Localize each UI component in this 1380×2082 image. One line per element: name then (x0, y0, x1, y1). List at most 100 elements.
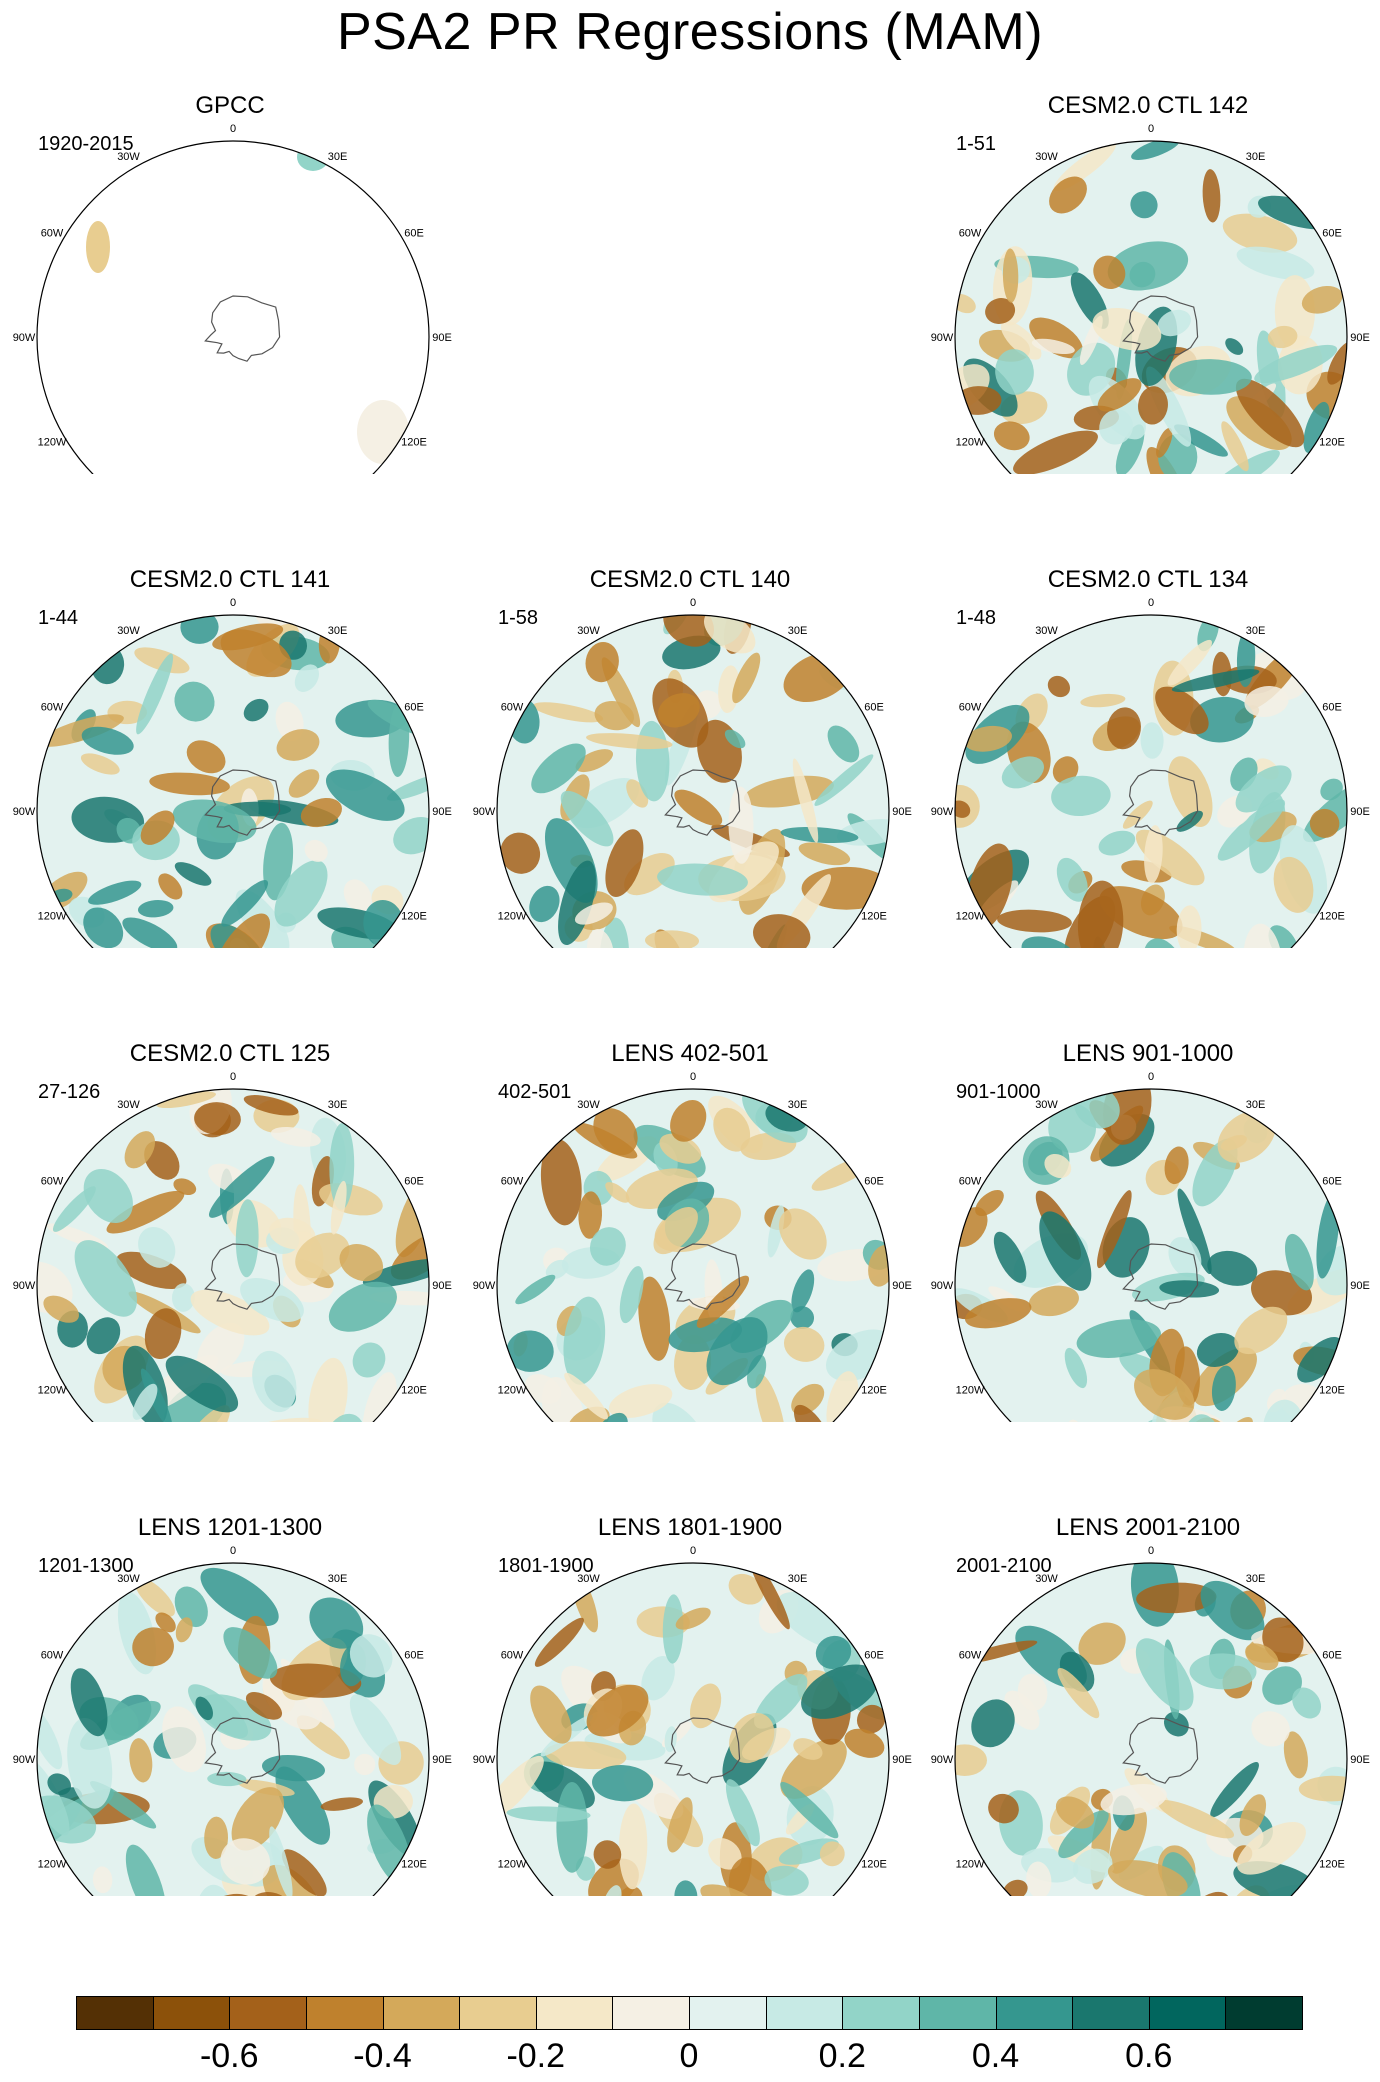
longitude-label: 30E (1246, 625, 1266, 637)
map-boundary (36, 140, 430, 474)
longitude-label: 120E (1319, 437, 1345, 449)
longitude-label: 60W (959, 228, 982, 240)
longitude-label: 120W (38, 437, 67, 449)
longitude-label: 60E (864, 1176, 884, 1188)
longitude-label: 60W (501, 702, 524, 714)
panel-title: LENS 901-1000 (1062, 1040, 1234, 1067)
colorbar-tick-label: 0.2 (818, 2037, 866, 2075)
longitude-label: 120W (498, 911, 527, 923)
polar-map: 030E60E90E120E150E180150W120W90W60W30W (473, 597, 912, 948)
longitude-label: 120E (1319, 1385, 1345, 1397)
antarctica-coastline (664, 1243, 741, 1310)
panel-grid: 030E60E90E120E150E180150W120W90W60W30WGP… (0, 0, 1378, 1896)
antarctica-coastline (1122, 1243, 1199, 1310)
field-layer (497, 1563, 889, 1896)
polar-map: 030E60E90E120E150E180150W120W90W60W30W (931, 1545, 1370, 1896)
colorbar-box (305, 1996, 384, 2030)
polar-map: 030E60E90E120E150E180150W120W90W60W30W (931, 597, 1370, 948)
colorbar-box (842, 1996, 920, 2030)
longitude-label: 90W (13, 332, 36, 344)
longitude-label: 0 (1148, 1545, 1154, 1557)
map-panel: 030E60E90E120E150E180150W120W90W60W30WLE… (460, 1422, 920, 1896)
longitude-label: 30E (1246, 1099, 1266, 1111)
longitude-label: 60W (41, 702, 64, 714)
map-panel: 030E60E90E120E150E180150W120W90W60W30WGP… (0, 0, 460, 474)
map-panel: 030E60E90E120E150E180150W120W90W60W30WLE… (0, 1422, 460, 1896)
longitude-label: 30W (1035, 1099, 1058, 1111)
longitude-label: 90E (1350, 1280, 1370, 1292)
longitude-label: 60E (404, 1650, 424, 1662)
field-layer (955, 615, 1347, 948)
longitude-label: 30E (328, 1573, 348, 1585)
antarctica-coastline (664, 1717, 741, 1784)
polar-map: 030E60E90E120E150E180150W120W90W60W30W (473, 1071, 912, 1422)
panel-years: 1-44 (38, 607, 79, 629)
map-panel: 030E60E90E120E150E180150W120W90W60W30WCE… (0, 474, 460, 948)
polar-map: 030E60E90E120E150E180150W120W90W60W30W (931, 123, 1370, 474)
longitude-label: 30W (1035, 625, 1058, 637)
longitude-label: 120W (38, 1859, 67, 1871)
longitude-label: 0 (1148, 123, 1154, 135)
longitude-label: 120W (956, 911, 985, 923)
longitude-label: 90E (1350, 1754, 1370, 1766)
colorbar-tick-label: -0.4 (353, 2037, 412, 2075)
colorbar-tick-label: 0.6 (1125, 2037, 1173, 2075)
antarctica-coastline (204, 1717, 281, 1784)
longitude-label: 30E (1246, 1573, 1266, 1585)
panel-title: CESM2.0 CTL 134 (1047, 566, 1249, 593)
field-layer (497, 1089, 889, 1422)
field-layer (955, 1089, 1347, 1422)
map-boundary (496, 1562, 890, 1896)
longitude-label: 120W (956, 1385, 985, 1397)
longitude-label: 60W (959, 1176, 982, 1188)
longitude-label: 90W (473, 1280, 496, 1292)
field-layer (37, 1089, 429, 1422)
longitude-label: 120E (401, 1385, 427, 1397)
longitude-label: 0 (1148, 597, 1154, 609)
map-boundary (954, 614, 1348, 948)
panel-years: 27-126 (38, 1081, 101, 1103)
longitude-label: 90W (13, 1754, 36, 1766)
colorbar-box (152, 1996, 231, 2030)
longitude-label: 90W (931, 1754, 954, 1766)
longitude-label: 60E (404, 228, 424, 240)
longitude-label: 30E (328, 625, 348, 637)
longitude-label: 60E (1322, 702, 1342, 714)
longitude-label: 120E (1319, 1859, 1345, 1871)
panel-title: CESM2.0 CTL 141 (129, 566, 331, 593)
longitude-label: 30E (328, 151, 348, 163)
longitude-label: 120E (401, 911, 427, 923)
map-boundary (496, 1088, 890, 1422)
longitude-label: 60W (959, 702, 982, 714)
longitude-label: 90W (13, 1280, 36, 1292)
colorbar-box (765, 1996, 844, 2030)
colorbar-box (1148, 1996, 1227, 2030)
longitude-label: 120E (1319, 911, 1345, 923)
longitude-label: 90E (892, 1754, 912, 1766)
colorbar-box (1072, 1996, 1150, 2030)
map-boundary (36, 1088, 430, 1422)
map-boundary (496, 614, 890, 948)
colorbar-box (229, 1996, 307, 2030)
longitude-label: 60E (404, 702, 424, 714)
longitude-label: 120E (861, 1385, 887, 1397)
longitude-label: 120E (861, 1859, 887, 1871)
map-boundary (954, 1562, 1348, 1896)
map-boundary (954, 140, 1348, 474)
longitude-label: 30W (117, 625, 140, 637)
polar-map: 030E60E90E120E150E180150W120W90W60W30W (13, 1545, 452, 1896)
longitude-label: 0 (230, 597, 236, 609)
longitude-label: 30W (577, 625, 600, 637)
panel-title: LENS 1201-1300 (137, 1514, 323, 1541)
longitude-label: 30E (1246, 151, 1266, 163)
longitude-label: 120W (38, 1385, 67, 1397)
longitude-label: 60E (404, 1176, 424, 1188)
longitude-label: 0 (230, 123, 236, 135)
panel-years: 1201-1300 (38, 1555, 134, 1577)
longitude-label: 90E (892, 806, 912, 818)
panel-title: CESM2.0 CTL 142 (1047, 92, 1249, 119)
map-panel: 030E60E90E120E150E180150W120W90W60W30WLE… (918, 1422, 1378, 1896)
field-layer (955, 1563, 1347, 1896)
colorbar-box (76, 1996, 154, 2030)
map-panel: 030E60E90E120E150E180150W120W90W60W30WLE… (460, 948, 920, 1422)
